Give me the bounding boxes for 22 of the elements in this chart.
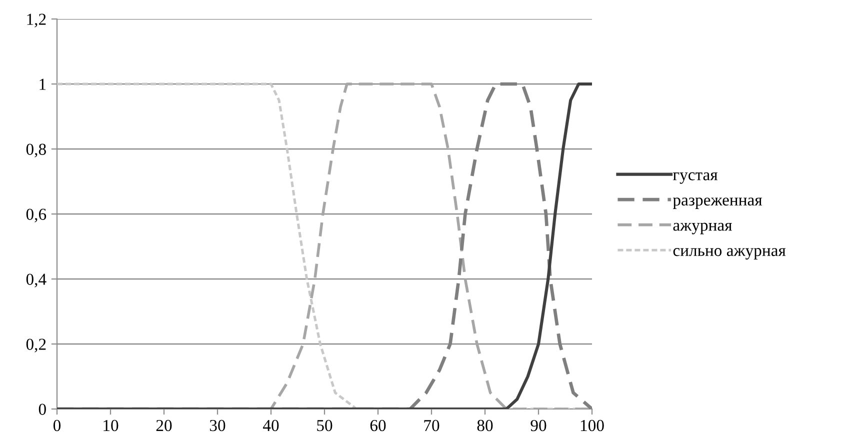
y-tick-label: 1,2 [27,14,46,28]
x-tick-label: 50 [317,420,332,432]
legend-label: густая [673,172,718,184]
y-tick-label: 0,2 [26,338,46,352]
x-tick-label: 10 [104,420,118,432]
y-tick-label: 0,8 [26,144,46,158]
x-tick-label: 0 [53,420,61,432]
x-tick-label: 30 [210,420,226,432]
y-tick-label: 0 [38,404,46,415]
legend-label: сильно ажурная [673,248,786,260]
x-tick-label: 80 [477,420,493,432]
legend-label: ажурная [673,222,732,234]
x-tick-label: 70 [424,420,440,432]
x-tick-label: 60 [370,420,386,432]
x-tick-label: 90 [530,420,546,432]
legend-label: разреженная [672,198,762,209]
x-tick-label: 20 [156,420,172,432]
y-tick-label: 0,6 [26,208,46,222]
y-tick-label: 1 [40,78,46,90]
y-tick-label: 0,4 [26,274,46,288]
x-tick-label: 100 [580,420,604,432]
x-tick-label: 40 [262,420,279,432]
